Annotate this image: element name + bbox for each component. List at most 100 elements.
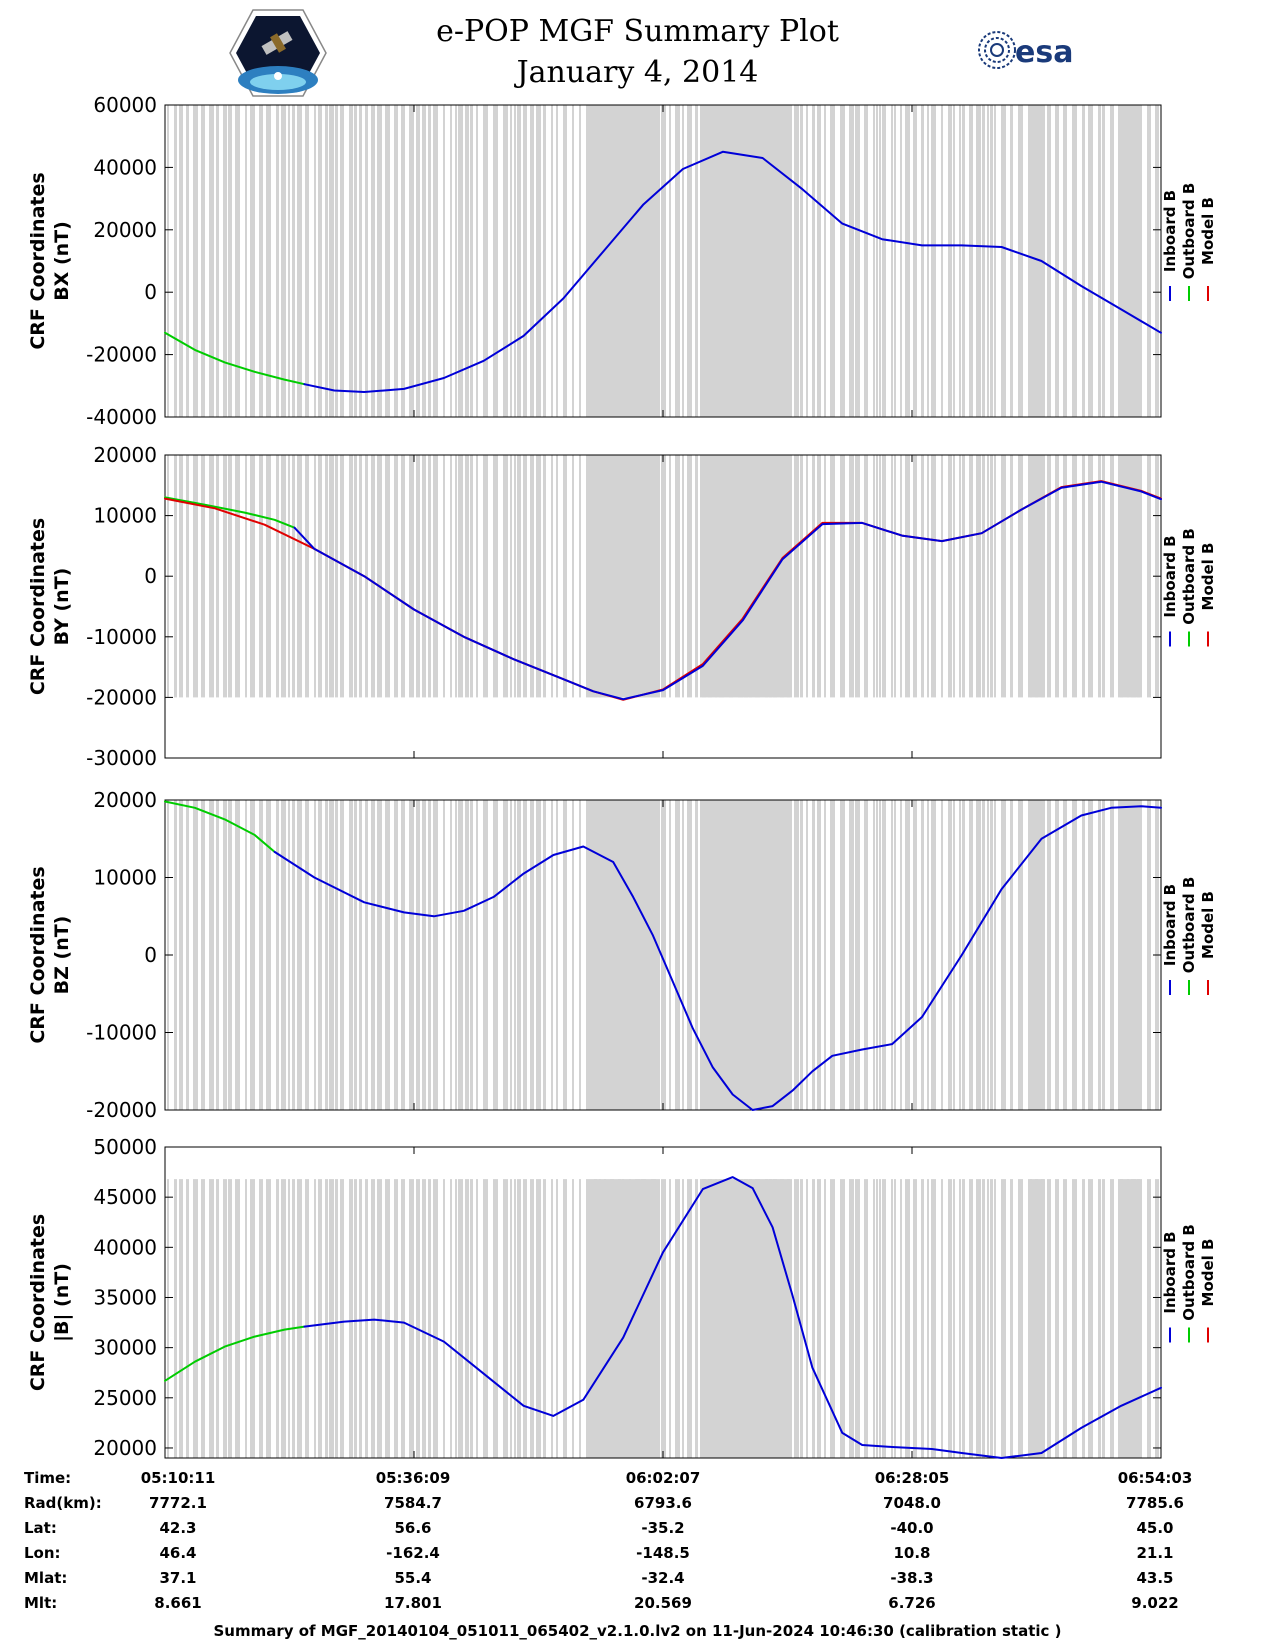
data-gap-bar — [1102, 105, 1105, 417]
data-gap-bar — [476, 1179, 478, 1458]
data-gap-bar — [927, 455, 929, 698]
data-gap-bar — [894, 455, 896, 698]
data-gap-bar — [281, 800, 286, 1110]
data-gap-bar — [941, 455, 943, 698]
data-gap-block — [590, 1179, 660, 1458]
data-gap-bar — [523, 1179, 527, 1458]
data-gap-bar — [840, 105, 845, 417]
data-gap-bar — [514, 455, 516, 698]
data-gap-bar — [543, 1179, 546, 1458]
data-gap-bars — [167, 105, 1159, 417]
data-gap-bar — [523, 105, 527, 417]
data-gap-bar — [340, 800, 344, 1110]
legend: Inboard B Outboard B Model B — [1161, 1224, 1217, 1343]
data-gap-bar — [450, 105, 452, 417]
data-gap-bar — [259, 455, 263, 698]
data-gap-bar — [455, 800, 457, 1110]
data-gap-bar — [873, 1179, 875, 1458]
data-gap-bar — [377, 1179, 382, 1458]
data-gap-bar — [510, 455, 512, 698]
data-gap-bar — [900, 105, 902, 417]
data-gap-bar — [876, 800, 878, 1110]
data-gap-bar — [443, 455, 445, 698]
legend-label: Outboard B — [1180, 528, 1198, 625]
data-gap-bar — [921, 455, 924, 698]
data-gap-bar — [1010, 1179, 1013, 1458]
series-line-outboard-b — [164, 1325, 306, 1382]
data-gap-bar — [982, 105, 985, 417]
legend-label: Model B — [1199, 197, 1217, 265]
data-gap-bar — [443, 105, 445, 417]
info-cell: 7772.1 — [149, 1494, 207, 1512]
data-gap-bar — [976, 800, 981, 1110]
data-gap-bar — [864, 1179, 868, 1458]
data-gap-bar — [318, 800, 322, 1110]
data-gap-bar — [365, 1179, 368, 1458]
data-gap-bar — [1072, 1179, 1077, 1458]
data-gap-bar — [855, 1179, 860, 1458]
data-gap-bar — [1082, 800, 1085, 1110]
data-gap-bar — [305, 800, 309, 1110]
data-gap-bar — [563, 105, 567, 417]
data-gap-bar — [900, 1179, 902, 1458]
data-gap-bar — [235, 800, 240, 1110]
data-gap-bar — [563, 800, 567, 1110]
data-gap-bar — [682, 105, 684, 417]
data-gap-bar — [572, 105, 574, 417]
data-gap-bar — [1072, 455, 1077, 698]
data-gap-bar — [913, 105, 917, 417]
data-gap-bar — [401, 800, 405, 1110]
data-gap-bar — [669, 105, 671, 417]
data-gap-bar — [416, 105, 420, 417]
data-gap-bar — [962, 455, 965, 698]
legend-label: Model B — [1199, 1239, 1217, 1307]
info-cell: 56.6 — [394, 1519, 431, 1537]
data-gap-bar — [876, 105, 878, 417]
data-gap-bar — [470, 800, 473, 1110]
data-gap-bar — [572, 455, 574, 698]
mission-patch-logo — [229, 9, 327, 97]
data-gap-bars — [167, 800, 1159, 1110]
data-gap-bar — [340, 455, 344, 698]
data-gap-bar — [830, 455, 835, 698]
data-gap-bar — [959, 105, 961, 417]
data-gap-bar — [551, 455, 553, 698]
info-cell: -40.0 — [890, 1519, 933, 1537]
data-gap-bar — [394, 1179, 398, 1458]
data-gap-bar — [572, 800, 574, 1110]
data-gap-bar — [530, 1179, 534, 1458]
data-gap-bar — [990, 455, 993, 698]
data-gap-bar — [335, 800, 338, 1110]
data-gap-bar — [551, 800, 553, 1110]
data-gap-bar — [266, 455, 271, 698]
data-gap-bar — [483, 800, 488, 1110]
data-gap-bar — [245, 105, 247, 417]
data-gap-bar — [517, 455, 521, 698]
data-gap-bar — [349, 1179, 353, 1458]
data-gap-bar — [409, 455, 414, 698]
data-gap-bar — [536, 800, 541, 1110]
data-gap-bar — [536, 1179, 541, 1458]
data-gap-bar — [1088, 1179, 1093, 1458]
series-line-inboard-b — [303, 1176, 1162, 1459]
info-cell: 6.726 — [888, 1594, 935, 1612]
data-gap-bar — [318, 105, 322, 417]
data-gap-bar — [1055, 800, 1059, 1110]
data-gap-bar — [216, 1179, 219, 1458]
info-cell: 9.022 — [1131, 1594, 1178, 1612]
data-gap-bar — [556, 800, 558, 1110]
data-gap-bar — [354, 800, 357, 1110]
data-gap-bar — [465, 455, 469, 698]
data-gap-bar — [864, 455, 868, 698]
data-gap-bar — [879, 455, 881, 698]
data-gap-bar — [235, 1179, 240, 1458]
data-gap-bar — [465, 105, 469, 417]
info-cell: 05:36:09 — [376, 1469, 451, 1487]
data-gap-bar — [976, 105, 981, 417]
data-gap-bar — [675, 105, 680, 417]
data-gap-bar — [817, 455, 821, 698]
data-gap-bar — [990, 1179, 993, 1458]
y-tick-label: 40000 — [93, 155, 157, 179]
y-tick-label: 25000 — [93, 1386, 157, 1410]
data-gap-bar — [174, 455, 177, 698]
